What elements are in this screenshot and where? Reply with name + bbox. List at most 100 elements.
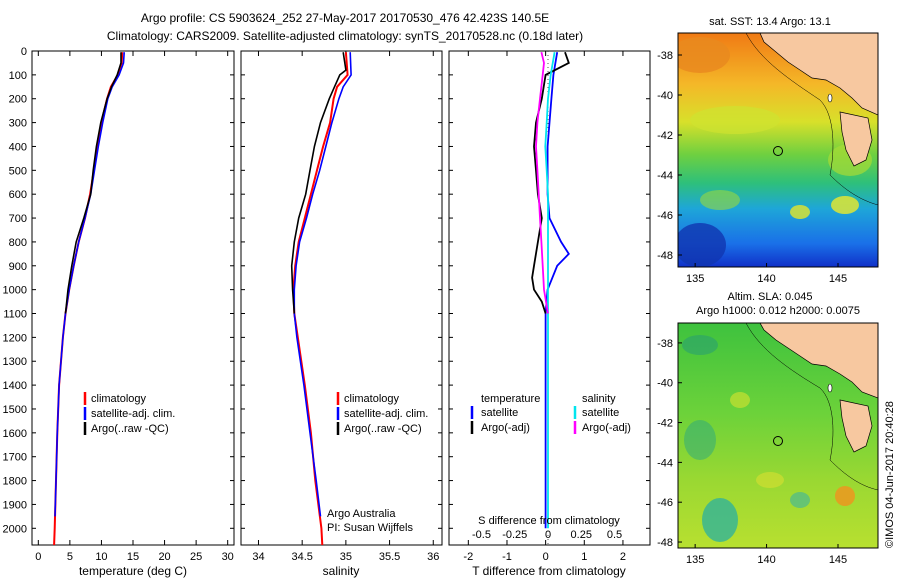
difference-top-label: S difference from climatology bbox=[478, 515, 620, 527]
legend-t-argo: Argo(-adj) bbox=[481, 422, 530, 434]
x-tick-label: 15 bbox=[127, 551, 139, 563]
depth-tick-label: 300 bbox=[9, 118, 27, 130]
profile-line-climatology bbox=[292, 52, 349, 545]
depth-tick-label: 400 bbox=[9, 141, 27, 153]
lat-tick-label: -46 bbox=[657, 210, 673, 222]
salinity-xlabel: salinity bbox=[323, 564, 360, 578]
title-line-1: Argo profile: CS 5903624_252 27-May-2017… bbox=[141, 11, 549, 25]
lon-tick-label: 140 bbox=[757, 273, 775, 285]
temperature-profiles bbox=[53, 52, 125, 545]
sst-map-title: sat. SST: 13.4 Argo: 13.1 bbox=[709, 16, 831, 28]
lat-tick-label: -46 bbox=[657, 497, 673, 509]
lat-tick-label: -38 bbox=[657, 50, 673, 62]
x-tick-label: 20 bbox=[158, 551, 170, 563]
sla-map bbox=[678, 323, 878, 548]
legend-argo: Argo(..raw -QC) bbox=[91, 423, 169, 435]
diff-line-temperature-satellite bbox=[544, 52, 570, 529]
profile-line-satellite-adj-clim- bbox=[54, 52, 125, 517]
legend-satellite: satellite-adj. clim. bbox=[344, 408, 428, 420]
legend-salinity-head: salinity bbox=[582, 393, 616, 405]
x-tick-label: 5 bbox=[67, 551, 73, 563]
lon-tick-label: 145 bbox=[829, 273, 847, 285]
depth-tick-label: 800 bbox=[9, 237, 27, 249]
x-tick-label: 2 bbox=[620, 551, 626, 563]
x-tick-label: 34.5 bbox=[291, 551, 312, 563]
profile-line-satellite-adj-clim- bbox=[293, 52, 352, 517]
temperature-legend: climatology satellite-adj. clim. Argo(..… bbox=[83, 392, 175, 435]
depth-tick-label: 0 bbox=[21, 46, 27, 58]
depth-tick-label: 900 bbox=[9, 261, 27, 273]
profile-line-argo-raw-qc- bbox=[64, 52, 122, 314]
profile-line-climatology bbox=[53, 52, 124, 545]
depth-tick-label: 1200 bbox=[3, 332, 27, 344]
depth-tick-label: 1600 bbox=[3, 428, 27, 440]
x-tick-label: 25 bbox=[190, 551, 202, 563]
depth-tick-label: 1900 bbox=[3, 499, 27, 511]
depth-tick-label: 1800 bbox=[3, 476, 27, 488]
lat-tick-label: -48 bbox=[657, 250, 673, 262]
difference-axes bbox=[448, 50, 651, 546]
lat-tick-label: -38 bbox=[657, 338, 673, 350]
depth-tick-label: 600 bbox=[9, 189, 27, 201]
legend-temperature-head: temperature bbox=[481, 393, 540, 405]
depth-tick-label: 2000 bbox=[3, 523, 27, 535]
legend-satellite: satellite-adj. clim. bbox=[91, 408, 175, 420]
lat-tick-label: -40 bbox=[657, 378, 673, 390]
difference-legend: temperature satellite Argo(-adj) salinit… bbox=[470, 393, 631, 434]
lat-tick-label: -42 bbox=[657, 130, 673, 142]
depth-tick-label: 1100 bbox=[3, 309, 27, 321]
sla-map-title-2: Argo h1000: 0.012 h2000: 0.0075 bbox=[696, 305, 860, 317]
legend-climatology: climatology bbox=[344, 393, 400, 405]
lat-tick-label: -42 bbox=[657, 418, 673, 430]
profile-line-argo-raw-qc- bbox=[290, 52, 347, 314]
s-tick-label: -0.5 bbox=[472, 529, 491, 541]
depth-tick-label: 500 bbox=[9, 165, 27, 177]
x-tick-label: 36 bbox=[427, 551, 439, 563]
legend-s-satellite: satellite bbox=[582, 407, 619, 419]
x-tick-label: 34 bbox=[252, 551, 264, 563]
diff-line-salinity-satellite bbox=[544, 52, 556, 529]
s-tick-label: 0.25 bbox=[571, 529, 592, 541]
depth-axis: 0 100 200 300 400 500 600 700 800 900 1000 1100 1200… bbox=[3, 46, 650, 535]
legend-s-argo: Argo(-adj) bbox=[582, 422, 631, 434]
map-axes: -38 -40 -42 -44 -46 -48 135 140 145 -38 -40 -42 -44 -… bbox=[657, 50, 847, 566]
x-tick-label: 35.5 bbox=[379, 551, 400, 563]
diff-line-salinity-argo-adj- bbox=[535, 51, 549, 314]
x-tick-label: 10 bbox=[95, 551, 107, 563]
legend-t-satellite: satellite bbox=[481, 407, 518, 419]
lon-tick-label: 140 bbox=[757, 554, 775, 566]
depth-tick-label: 1000 bbox=[3, 285, 27, 297]
x-tick-label: -2 bbox=[463, 551, 473, 563]
depth-tick-label: 1500 bbox=[3, 404, 27, 416]
legend-argo: Argo(..raw -QC) bbox=[344, 423, 422, 435]
s-tick-label: -0.25 bbox=[502, 529, 527, 541]
depth-tick-label: 1400 bbox=[3, 380, 27, 392]
s-tick-label: 0.5 bbox=[607, 529, 622, 541]
x-axes: 0 5 10 15 20 25 30 34 34.5 35 35.5 36 -2 -1 0 1 2 -0.5 -0.… bbox=[35, 51, 626, 563]
legend-climatology: climatology bbox=[91, 393, 147, 405]
depth-tick-label: 1300 bbox=[3, 356, 27, 368]
x-tick-label: 35 bbox=[340, 551, 352, 563]
note-pi: PI: Susan Wijffels bbox=[327, 522, 413, 534]
x-tick-label: 0 bbox=[543, 551, 549, 563]
depth-tick-label: 200 bbox=[9, 94, 27, 106]
lon-tick-label: 135 bbox=[686, 273, 704, 285]
title-line-2: Climatology: CARS2009. Satellite-adjuste… bbox=[107, 29, 583, 43]
depth-tick-label: 700 bbox=[9, 213, 27, 225]
difference-profiles bbox=[531, 51, 570, 529]
x-tick-label: 1 bbox=[581, 551, 587, 563]
lat-tick-label: -40 bbox=[657, 90, 673, 102]
note-argo-australia: Argo Australia bbox=[327, 508, 396, 520]
x-tick-label: 30 bbox=[222, 551, 234, 563]
sst-map bbox=[678, 33, 878, 267]
temperature-axes bbox=[31, 50, 235, 546]
salinity-legend: climatology satellite-adj. clim. Argo(..… bbox=[327, 392, 428, 534]
lat-tick-label: -44 bbox=[657, 457, 673, 469]
lat-tick-label: -44 bbox=[657, 170, 673, 182]
salinity-profiles bbox=[290, 52, 352, 545]
x-tick-label: 0 bbox=[35, 551, 41, 563]
lat-tick-label: -48 bbox=[657, 537, 673, 549]
lon-tick-label: 145 bbox=[829, 554, 847, 566]
depth-tick-label: 1700 bbox=[3, 452, 27, 464]
